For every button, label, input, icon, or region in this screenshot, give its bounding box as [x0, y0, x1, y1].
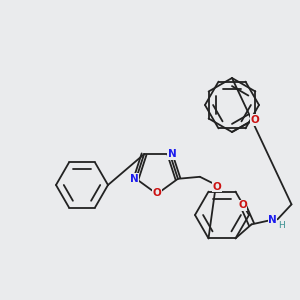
Text: O: O [212, 182, 221, 192]
Text: H: H [278, 221, 285, 230]
Text: O: O [153, 188, 161, 198]
Text: O: O [250, 115, 260, 125]
Text: N: N [268, 215, 277, 225]
Text: O: O [238, 200, 247, 210]
Text: N: N [130, 174, 139, 184]
Text: N: N [168, 149, 176, 159]
